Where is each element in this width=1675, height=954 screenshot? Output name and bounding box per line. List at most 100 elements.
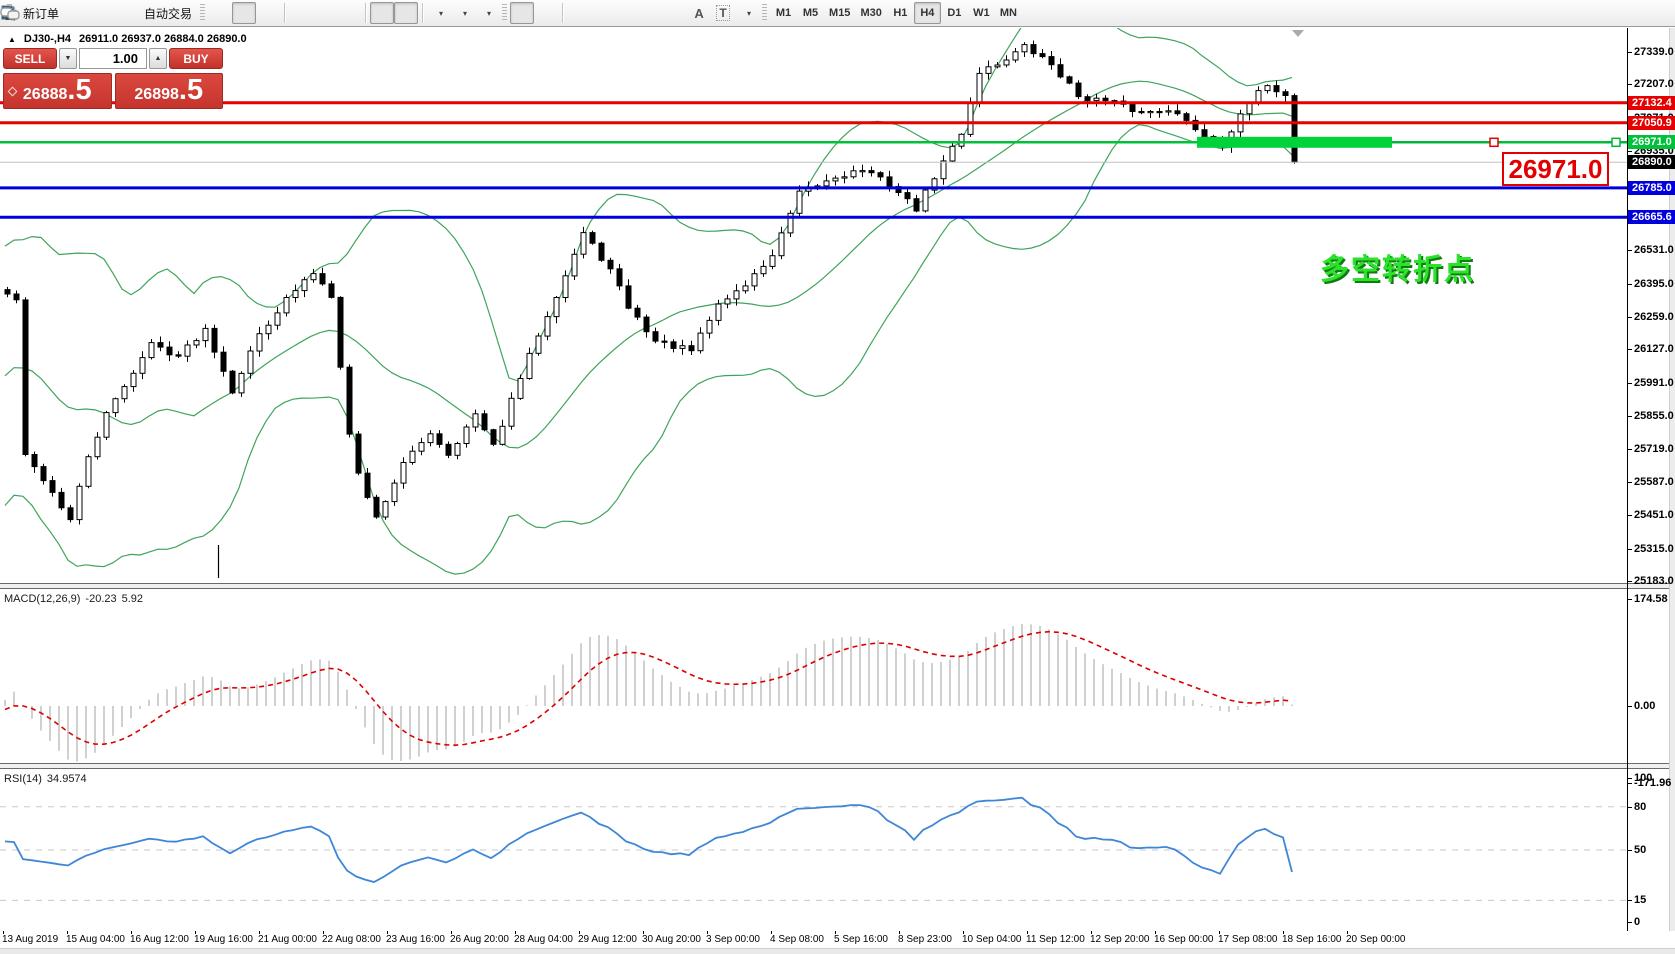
bid-price-display[interactable]: 26888 .5	[3, 73, 112, 109]
price-axis-label: 26259.0	[1634, 311, 1674, 323]
buy-button[interactable]: BUY	[169, 48, 223, 69]
line-chart-button[interactable]	[1, 2, 280, 24]
diamond-icon	[7, 86, 18, 97]
timeframe-button-h1[interactable]: H1	[893, 7, 908, 19]
timeframe-button-d1[interactable]: D1	[947, 7, 962, 19]
time-axis-label: 11 Sep 12:00	[1026, 934, 1085, 945]
price-axis-label: 100	[1634, 772, 1653, 784]
axis-tick	[1627, 581, 1632, 582]
time-axis-tick	[131, 931, 132, 934]
arrows-tool-button[interactable]: ▾	[3, 2, 759, 24]
toolbar-grip	[502, 4, 508, 22]
auto-trading-label: 自动交易	[144, 6, 193, 21]
auto-scroll-button[interactable]	[1, 2, 395, 24]
axis-tick	[1627, 778, 1632, 779]
timeframe-button-m5[interactable]: M5	[802, 7, 819, 19]
indicators-button[interactable]: ▾	[1, 2, 451, 24]
volume-increase-button[interactable]: ▲	[149, 48, 167, 69]
time-axis-label: 28 Aug 04:00	[514, 934, 573, 945]
time-axis-label: 19 Aug 16:00	[194, 934, 253, 945]
timeframe-button-m1[interactable]: M1	[775, 7, 792, 19]
trendline-tool-button[interactable]	[1, 2, 639, 24]
label-tool-button[interactable]: T	[711, 2, 735, 24]
time-axis-tick	[1155, 931, 1156, 934]
chart-window: 27339.027207.027071.026935.026531.026395…	[0, 28, 1675, 954]
price-annotation-box[interactable]: 26971.0	[1502, 152, 1609, 186]
time-axis-tick	[1219, 931, 1220, 934]
axis-tick	[1627, 807, 1632, 808]
time-axis-label: 22 Aug 08:00	[322, 934, 381, 945]
chevron-down-icon: ▾	[463, 8, 468, 18]
chart-shift-button[interactable]	[1, 2, 419, 24]
timeframe-button-m30[interactable]: M30	[860, 7, 882, 19]
symbol-timeframe-label: DJ30-,H4	[23, 33, 71, 45]
time-axis-label: 5 Sep 16:00	[834, 934, 888, 945]
toolbar-grip	[762, 4, 768, 22]
profiles-button[interactable]	[1, 2, 112, 24]
price-axis-label: 0	[1634, 916, 1641, 928]
signals-button[interactable]	[1, 2, 136, 24]
time-axis-tick	[835, 931, 836, 934]
axis-tick	[1627, 922, 1632, 923]
volume-input[interactable]: 1.00	[79, 48, 147, 69]
time-axis-tick	[1027, 931, 1028, 934]
new-chart-button[interactable]	[1, 2, 88, 24]
timeframe-button-m15[interactable]: M15	[829, 7, 851, 19]
line-price-label: 26665.6	[1628, 210, 1675, 224]
spinner-up-icon: ▲	[154, 55, 162, 62]
price-axis-label: 26395.0	[1634, 278, 1674, 290]
chart-header: ▲ DJ30-,H4 26911.0 26937.0 26884.0 26890…	[8, 33, 247, 45]
price-axis-label: 25315.0	[1634, 543, 1674, 555]
toolbar-separator	[562, 3, 564, 23]
price-axis-line	[1627, 28, 1628, 931]
window-bottom-strip	[0, 948, 1675, 954]
sell-button[interactable]: SELL	[3, 48, 57, 69]
collapse-panel-icon[interactable]: ▲	[8, 34, 16, 44]
bid-main: 26888	[22, 86, 68, 103]
horizontal-line-tool-button[interactable]	[2, 2, 615, 24]
chevron-down-icon: ▾	[747, 8, 752, 18]
price-axis-label: 27339.0	[1634, 46, 1674, 58]
crosshair-tool-button[interactable]	[1, 2, 558, 24]
time-axis-tick	[643, 931, 644, 934]
line-price-label: 27050.9	[1628, 116, 1675, 130]
price-axis-label: 27207.0	[1634, 78, 1674, 90]
search-button[interactable]	[1, 2, 1647, 24]
time-axis-tick	[899, 931, 900, 934]
time-axis-label: 26 Aug 20:00	[450, 934, 509, 945]
zoom-out-button[interactable]	[1, 2, 337, 24]
timeframe-button-mn[interactable]: MN	[999, 7, 1017, 19]
tile-windows-button[interactable]	[1, 2, 361, 24]
axis-tick	[1627, 349, 1632, 350]
panel-divider[interactable]	[0, 583, 1675, 589]
timeframe-button-h4[interactable]: H4	[913, 2, 941, 24]
turning-point-text[interactable]: 多空转折点	[1320, 254, 1476, 286]
time-axis-tick	[3, 931, 4, 934]
zoom-in-button[interactable]	[1, 2, 313, 24]
periods-button[interactable]: ▾	[1, 2, 475, 24]
timeframe-group: M1 M5 M15 M30 H1 H4 D1 W1 MN	[770, 2, 1022, 24]
time-axis[interactable]: 13 Aug 2019 15 Aug 04:00 16 Aug 12:00 19 Au…	[0, 931, 1675, 953]
axis-tick	[1627, 706, 1632, 707]
toolbar-grip	[200, 4, 206, 22]
panel-divider[interactable]	[0, 763, 1675, 769]
channel-tool-button[interactable]: E	[1, 2, 663, 24]
cursor-tool-button[interactable]	[3, 2, 535, 24]
time-axis-tick	[963, 931, 964, 934]
ask-price-display[interactable]: 26898 .5	[114, 73, 223, 109]
templates-button[interactable]: ▾	[1, 2, 499, 24]
bid-frac: .5	[67, 74, 92, 106]
candlestick-chart-button[interactable]	[1, 2, 257, 24]
price-axis-label: 26127.0	[1634, 343, 1674, 355]
bar-chart-button[interactable]	[1, 2, 232, 24]
fibonacci-tool-button[interactable]: F	[2, 2, 687, 24]
auto-trading-button[interactable]: 自动交易	[1, 2, 197, 24]
volume-decrease-button[interactable]: ▼	[59, 48, 77, 69]
vertical-line-tool-button[interactable]	[5, 2, 591, 24]
chat-button[interactable]	[0, 2, 1671, 24]
rsi-name: RSI(14)	[4, 773, 42, 785]
time-axis-label: 30 Aug 20:00	[642, 934, 701, 945]
text-tool-button[interactable]: A	[687, 2, 711, 24]
timeframe-button-w1[interactable]: W1	[973, 7, 990, 19]
new-order-button[interactable]: 新订单	[1, 2, 64, 24]
